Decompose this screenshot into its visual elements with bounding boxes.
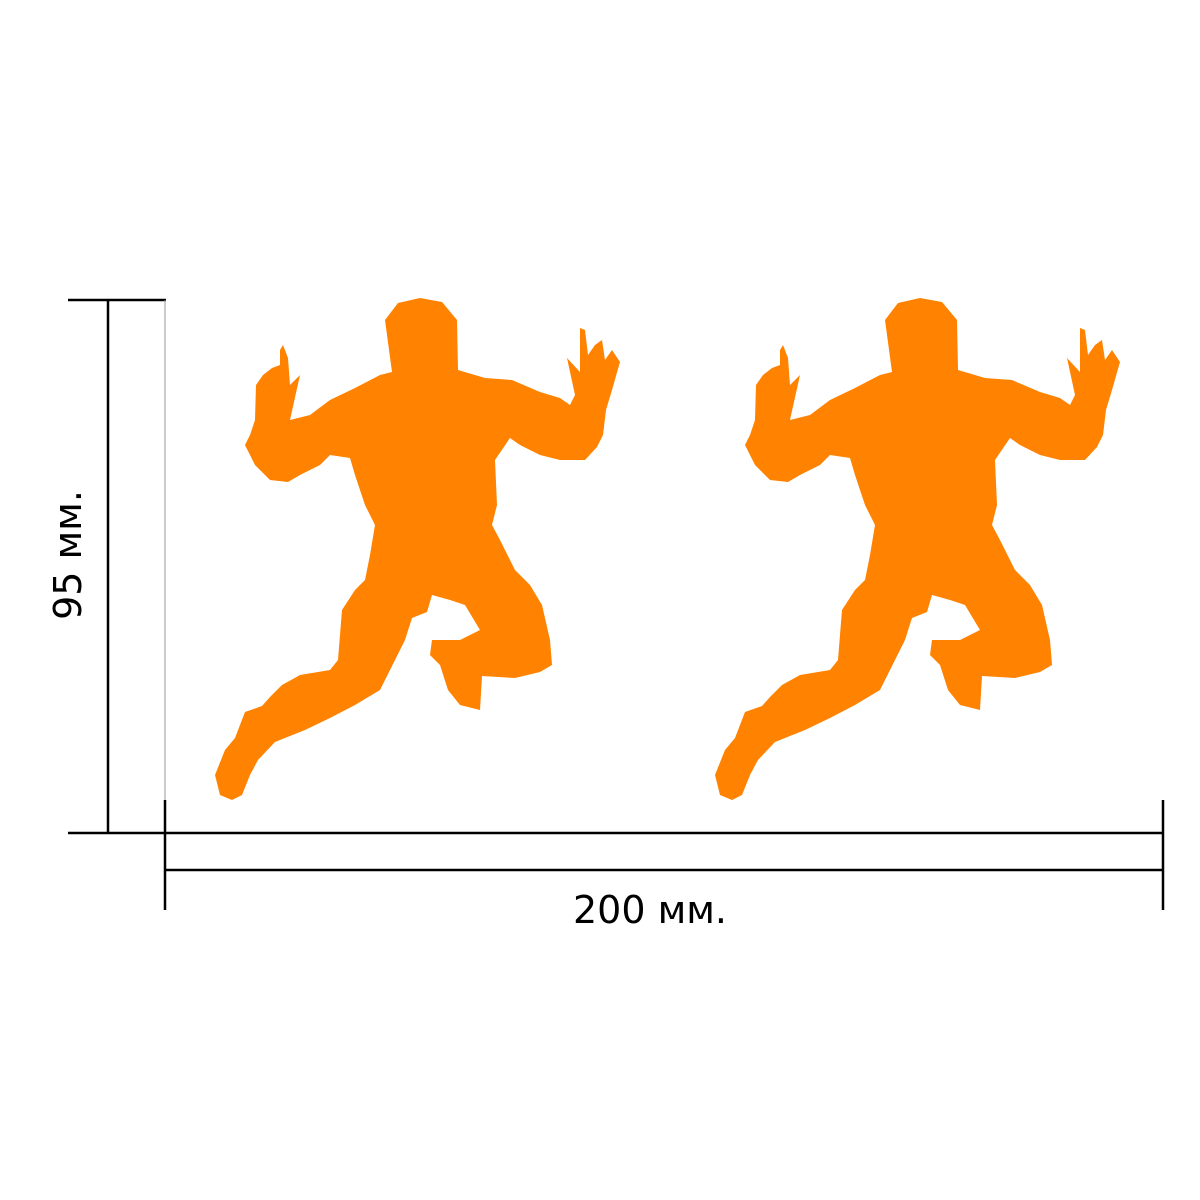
height-dimension bbox=[68, 298, 166, 835]
jumping-person-silhouette-left bbox=[215, 298, 620, 800]
jumping-person-silhouette-right bbox=[715, 298, 1120, 800]
width-label: 200 мм. bbox=[572, 888, 728, 932]
width-dimension bbox=[163, 800, 1165, 910]
height-label: 95 мм. bbox=[46, 490, 90, 620]
